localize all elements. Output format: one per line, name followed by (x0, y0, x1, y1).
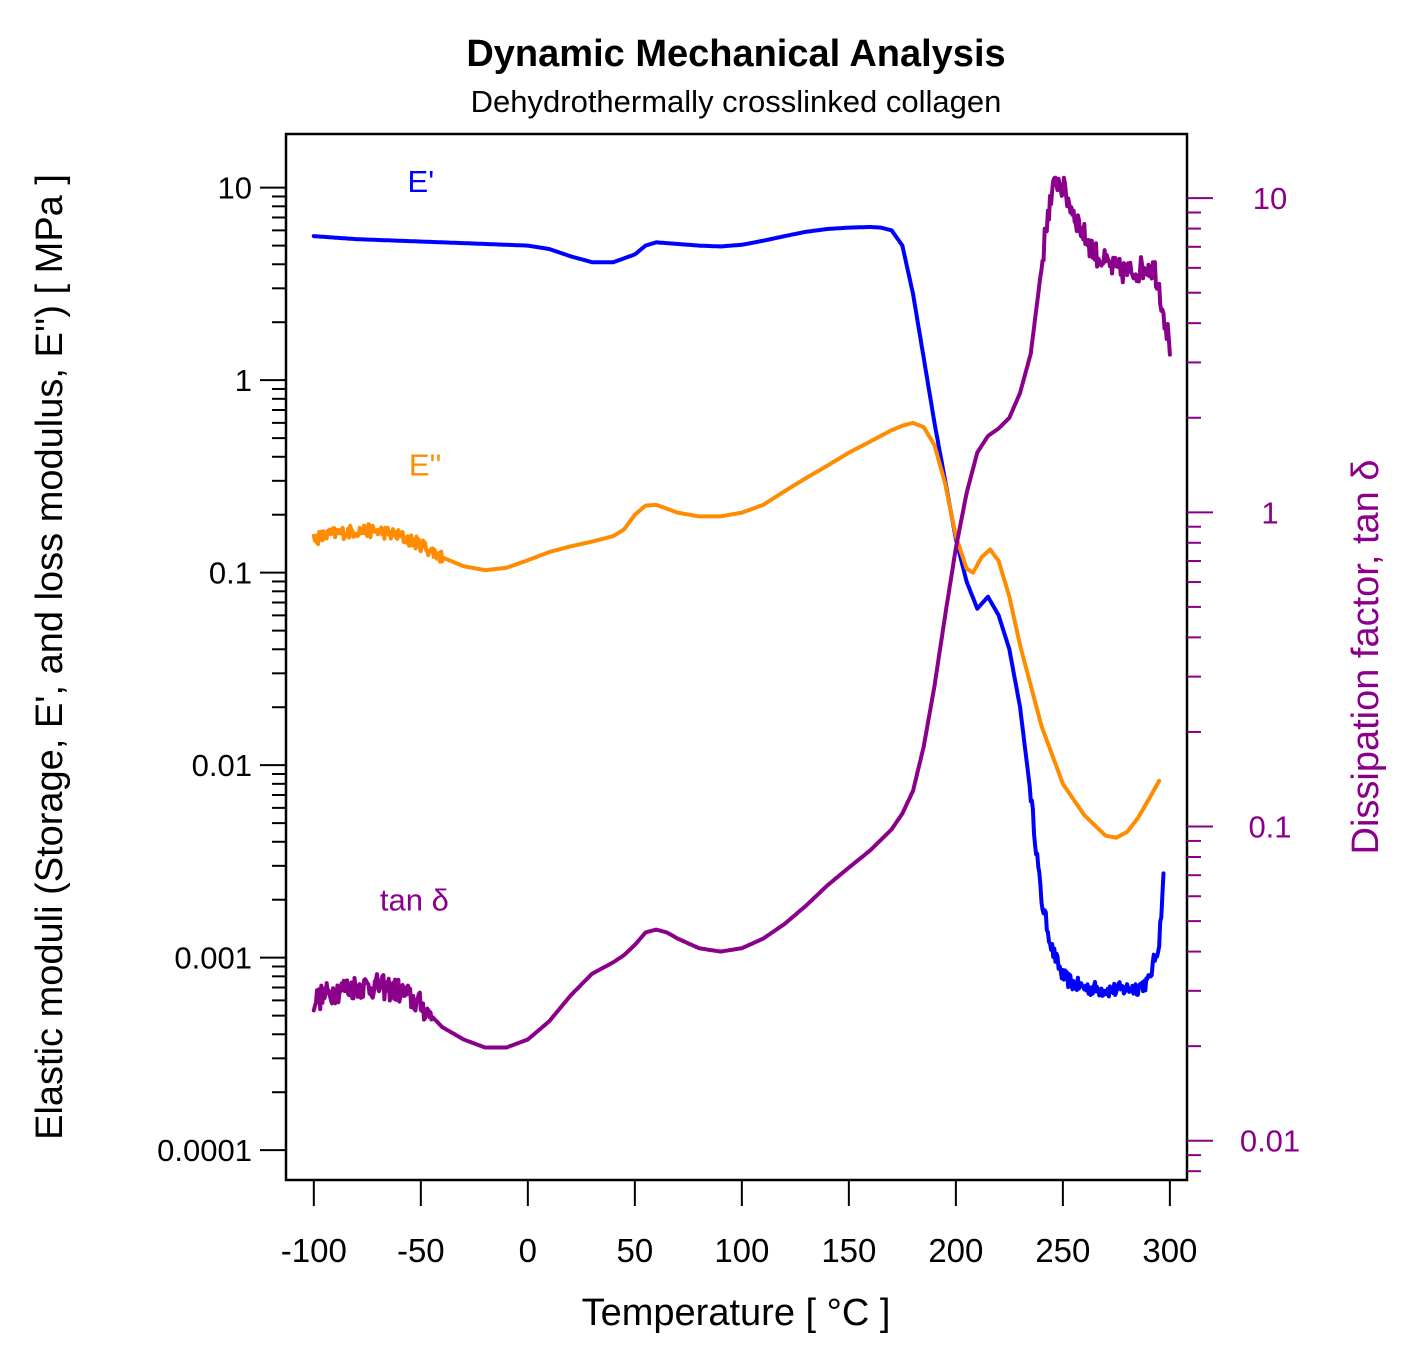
bottom-tick-label: 50 (616, 1232, 653, 1269)
bottom-tick-label: 150 (821, 1232, 876, 1269)
series-line-1 (311, 420, 1162, 840)
left-tick-label: 0.01 (192, 748, 252, 783)
series-label-0: E' (408, 164, 435, 199)
left-tick-label: 0.001 (174, 941, 252, 976)
series-labels: E' E'' tan δ (380, 164, 449, 918)
bottom-tick-label: 250 (1035, 1232, 1090, 1269)
series-label-1: E'' (409, 447, 442, 482)
right-tick-label: 0.01 (1240, 1124, 1300, 1159)
bottom-tick-label: 0 (519, 1232, 537, 1269)
series-line-2 (311, 175, 1172, 1050)
bottom-axis: -100 -50 0 50 100 150 200 250 300 (281, 1180, 1197, 1269)
x-axis-label: Temperature [ °C ] (582, 1292, 891, 1334)
chart-subtitle: Dehydrothermally crosslinked collagen (471, 84, 1002, 119)
left-tick-label: 0.1 (209, 556, 252, 591)
left-tick-label: 10 (218, 171, 252, 206)
y-axis-label-right: Dissipation factor, tan δ (1345, 459, 1387, 854)
right-tick-label: 10 (1253, 181, 1287, 216)
plot-frame (284, 132, 1189, 1182)
bottom-tick-label: 100 (714, 1232, 769, 1269)
right-axis: 0.01 0.1 1 10 (1187, 181, 1300, 1173)
bottom-tick-label: 200 (928, 1232, 983, 1269)
series-label-2: tan δ (380, 883, 449, 918)
y-axis-label-left: Elastic moduli (Storage, E', and loss mo… (29, 174, 71, 1140)
left-tick-label: 0.0001 (157, 1133, 252, 1168)
right-tick-label: 1 (1261, 495, 1278, 530)
chart-title: Dynamic Mechanical Analysis (466, 33, 1005, 75)
left-tick-label: 1 (235, 363, 252, 398)
left-axis: 0.0001 0.001 0.01 0.1 1 10 (157, 171, 286, 1168)
bottom-tick-label: -50 (397, 1232, 445, 1269)
series-layer (311, 175, 1172, 1050)
series-line-0 (311, 225, 1166, 999)
bottom-tick-label: -100 (281, 1232, 347, 1269)
right-tick-label: 0.1 (1248, 810, 1291, 845)
bottom-tick-label: 300 (1142, 1232, 1197, 1269)
